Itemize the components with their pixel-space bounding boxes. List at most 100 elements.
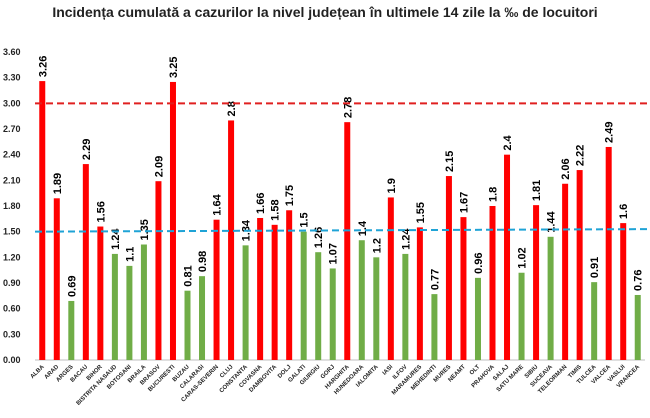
bar (169, 81, 176, 360)
data-label: 3.25 (168, 57, 180, 78)
data-label: 2.06 (560, 158, 572, 179)
data-label: 0.91 (589, 257, 601, 278)
bar (228, 120, 235, 360)
data-label: 1.55 (415, 202, 427, 223)
data-label: 1.75 (284, 185, 296, 206)
bar (431, 294, 438, 360)
y-tick-label: 0.90 (3, 278, 21, 288)
bar (344, 122, 351, 361)
y-tick-label: 0.60 (3, 304, 21, 314)
bar (271, 224, 278, 360)
data-label: 1.81 (531, 180, 543, 201)
data-label: 2.4 (502, 134, 514, 150)
data-label: 1.24 (400, 228, 412, 250)
threshold-line (34, 228, 650, 233)
data-label: 1.64 (212, 193, 224, 215)
bar (605, 146, 612, 360)
y-tick-label: 3.60 (3, 47, 21, 57)
data-label: 1.24 (110, 228, 122, 250)
bar (620, 223, 627, 360)
y-tick-label: 1.50 (3, 227, 21, 237)
bar (474, 277, 481, 360)
data-label: 0.98 (197, 251, 209, 272)
data-label: 2.15 (444, 151, 456, 172)
bar (387, 197, 394, 360)
bar (591, 282, 598, 360)
bar (286, 210, 293, 360)
bar (97, 226, 104, 360)
bar (329, 268, 336, 360)
data-label: 1.58 (270, 199, 282, 220)
x-tick-label: SATU MARE (496, 364, 525, 393)
y-tick-label: 1.20 (3, 252, 21, 262)
bar (634, 294, 641, 360)
data-label: 1.67 (458, 192, 470, 213)
data-label: 1.26 (313, 227, 325, 248)
y-tick-label: 0.00 (3, 355, 21, 365)
bar (126, 265, 133, 360)
bar (140, 244, 147, 360)
data-label: 1.44 (546, 211, 558, 233)
data-label: 1.5 (299, 212, 311, 227)
x-tick-label: OLT (469, 364, 482, 377)
data-label: 0.96 (473, 252, 485, 273)
bar (358, 240, 365, 360)
y-tick-label: 2.70 (3, 124, 21, 134)
y-tick-label: 3.30 (3, 73, 21, 83)
bar (504, 154, 511, 360)
data-label: 3.26 (37, 56, 49, 77)
data-label: 1.9 (386, 178, 398, 193)
bar (315, 252, 322, 360)
data-label: 1.07 (328, 243, 340, 264)
bar (155, 181, 162, 360)
bar (489, 206, 496, 360)
data-label: 0.69 (66, 276, 78, 297)
bar (402, 253, 409, 360)
data-label: 1.89 (52, 173, 64, 194)
data-label: 2.8 (226, 101, 238, 116)
data-label: 2.78 (342, 97, 354, 118)
bar (199, 276, 206, 360)
bar (562, 183, 569, 360)
bar (39, 81, 46, 360)
bar (445, 176, 452, 360)
y-tick-label: 0.30 (3, 329, 21, 339)
data-label: 1.1 (124, 247, 136, 262)
data-label: 1.6 (618, 204, 630, 219)
data-label: 1.66 (255, 193, 267, 214)
bar (416, 227, 423, 360)
data-label: 1.02 (517, 247, 529, 268)
bar (53, 198, 60, 360)
bar (82, 164, 89, 360)
bar (547, 236, 554, 360)
data-label: 2.22 (575, 145, 587, 166)
bar (68, 300, 75, 360)
bar (242, 245, 249, 360)
data-label: 2.29 (81, 139, 93, 160)
data-label: 0.76 (633, 270, 645, 291)
bar (300, 231, 307, 360)
data-label: 1.2 (371, 238, 383, 253)
data-label: 0.77 (429, 269, 441, 290)
data-label: 2.09 (153, 156, 165, 177)
bar (518, 272, 525, 360)
y-tick-label: 2.40 (3, 150, 21, 160)
y-tick-label: 3.00 (3, 98, 21, 108)
data-label: 2.49 (604, 122, 616, 143)
data-label: 1.35 (139, 219, 151, 240)
data-label: 1.4 (357, 220, 369, 236)
bar (257, 217, 264, 360)
data-label: 0.81 (183, 265, 195, 286)
bar (576, 170, 583, 360)
bar (533, 205, 540, 360)
bar (373, 257, 380, 360)
bar (111, 253, 118, 360)
bar (184, 290, 191, 360)
y-tick-label: 2.10 (3, 175, 21, 185)
y-tick-label: 1.80 (3, 201, 21, 211)
data-label: 1.8 (488, 187, 500, 202)
data-label: 1.56 (95, 201, 107, 222)
bar (213, 219, 220, 360)
